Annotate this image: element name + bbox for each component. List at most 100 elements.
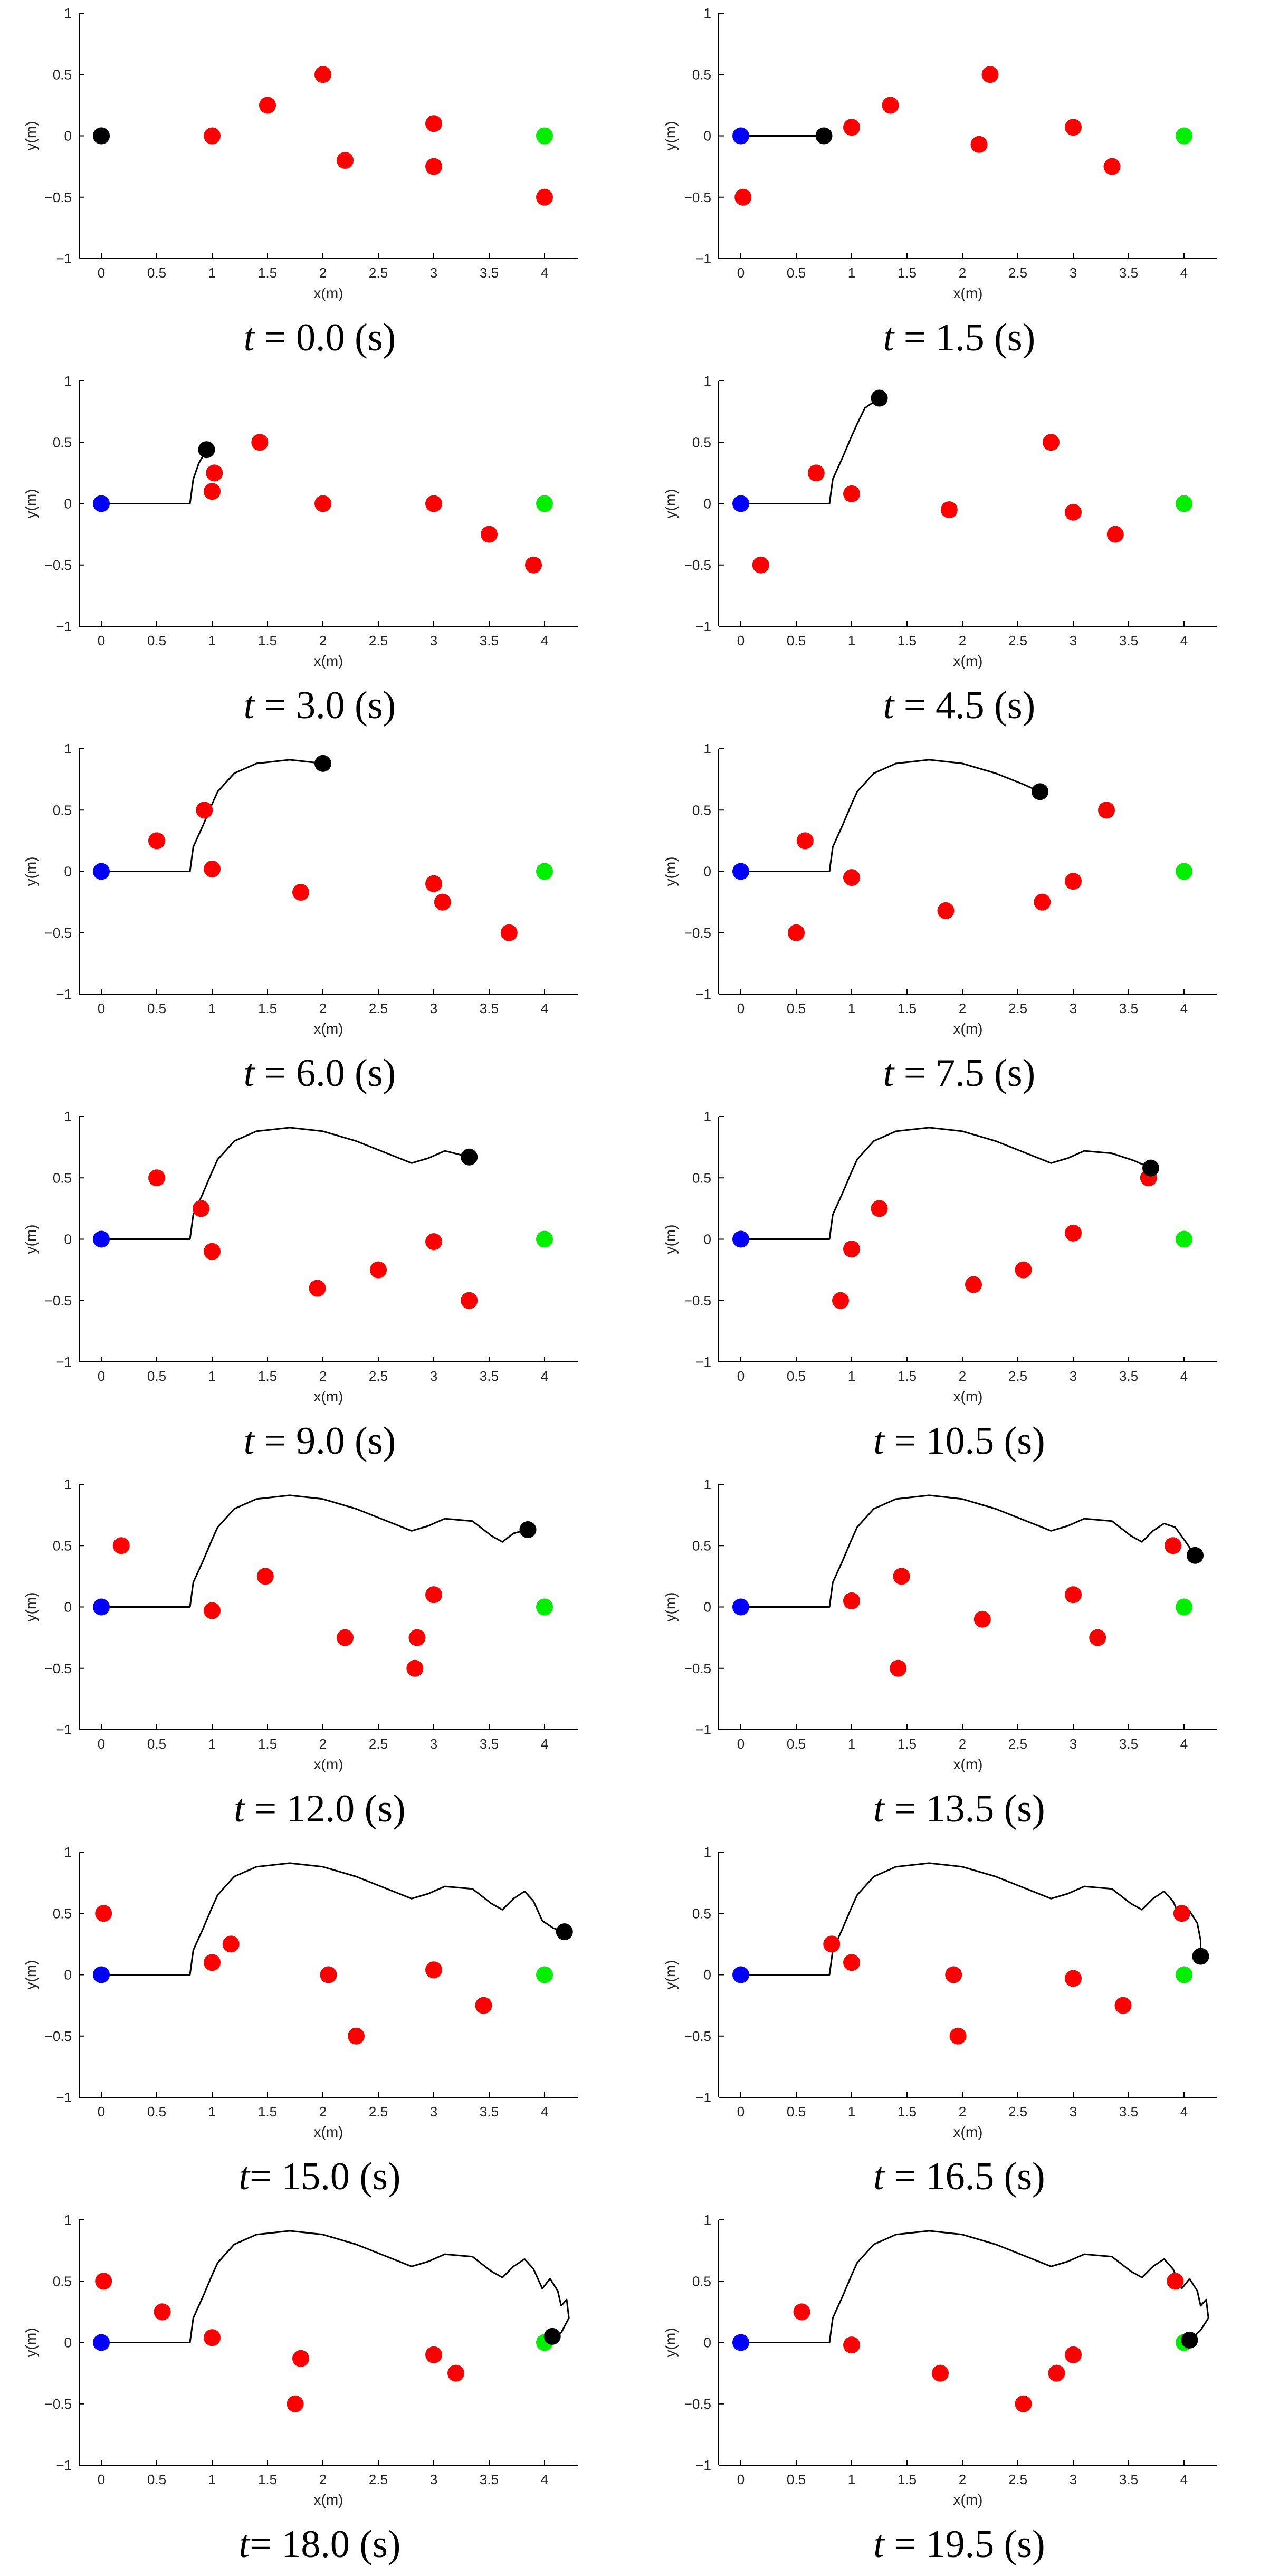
x-tick-label: 1 xyxy=(848,2472,855,2487)
robot-point xyxy=(1181,2331,1198,2349)
x-tick-label: 2.5 xyxy=(369,1368,388,1384)
x-tick-label: 0.5 xyxy=(787,2472,806,2487)
time-value: = 7.5 (s) xyxy=(894,1052,1036,1095)
x-tick-label: 2 xyxy=(959,633,966,648)
panel-3: 0 0.5 1 1.5 2 2.5 3 3.5 4 1 0.5 0 −0.5 −1 x(m) y(m) t = … xyxy=(640,368,1279,736)
x-tick-label: 0 xyxy=(737,265,745,281)
x-tick-label: 4 xyxy=(541,633,548,648)
time-variable: t xyxy=(238,2523,250,2566)
y-axis-label: y(m) xyxy=(23,489,39,519)
obstacle-point xyxy=(206,464,223,482)
time-caption: t= 18.0 (s) xyxy=(0,2522,640,2567)
obstacle-point xyxy=(945,1966,962,1983)
time-value: = 19.5 (s) xyxy=(884,2523,1045,2566)
robot-point xyxy=(198,441,215,459)
obstacle-point xyxy=(1015,2395,1032,2412)
x-tick-label: 4 xyxy=(541,265,548,281)
obstacle-point xyxy=(425,1233,442,1251)
y-tick-label: −1 xyxy=(56,2457,72,2473)
plot-svg: 0 0.5 1 1.5 2 2.5 3 3.5 4 1 0.5 0 −0.5 −1 x(m) y(m) xyxy=(23,373,578,669)
x-axis-label: x(m) xyxy=(953,285,983,301)
panel-12: 0 0.5 1 1.5 2 2.5 3 3.5 4 1 0.5 0 −0.5 −1 x(m) y(m) t= 1… xyxy=(0,2207,640,2574)
obstacle-point xyxy=(154,2303,171,2321)
panel-10: 0 0.5 1 1.5 2 2.5 3 3.5 4 1 0.5 0 −0.5 −1 x(m) y(m) t= 1… xyxy=(0,1839,640,2207)
x-tick-label: 3.5 xyxy=(1119,1000,1138,1016)
y-tick-label: 1 xyxy=(64,741,72,757)
time-variable: t xyxy=(873,2523,884,2566)
time-value: = 18.0 (s) xyxy=(250,2523,401,2566)
start-point xyxy=(93,495,110,512)
x-tick-label: 2 xyxy=(319,2472,327,2487)
x-tick-label: 2 xyxy=(959,1736,966,1752)
y-axis-label: y(m) xyxy=(23,121,39,151)
obstacle-point xyxy=(1065,1970,1082,1987)
obstacle-point xyxy=(251,434,269,451)
y-tick-label: 0.5 xyxy=(692,2273,711,2289)
y-tick-label: −0.5 xyxy=(45,2028,72,2044)
x-axis-label: x(m) xyxy=(953,1756,983,1772)
x-axis-label: x(m) xyxy=(314,653,343,669)
y-tick-label: −1 xyxy=(695,1354,711,1370)
time-caption: t = 3.0 (s) xyxy=(0,683,640,728)
obstacle-point xyxy=(937,902,955,919)
obstacle-point xyxy=(204,483,221,500)
obstacle-point xyxy=(536,188,553,206)
start-point xyxy=(732,1230,749,1248)
plot-svg: 0 0.5 1 1.5 2 2.5 3 3.5 4 1 0.5 0 −0.5 −1 x(m) y(m) xyxy=(23,741,578,1037)
x-tick-label: 3 xyxy=(430,1368,437,1384)
x-tick-label: 0 xyxy=(98,2472,105,2487)
x-tick-label: 1 xyxy=(208,265,216,281)
plot-svg: 0 0.5 1 1.5 2 2.5 3 3.5 4 1 0.5 0 −0.5 −1 x(m) y(m) xyxy=(23,1476,578,1772)
y-tick-label: 0 xyxy=(704,1232,711,1247)
obstacle-point xyxy=(370,1261,387,1279)
time-variable: t xyxy=(883,316,894,359)
y-tick-label: 0.5 xyxy=(692,1905,711,1921)
robot-point xyxy=(871,389,888,407)
obstacle-point xyxy=(204,860,221,877)
time-caption: t = 1.5 (s) xyxy=(640,316,1279,360)
obstacle-point xyxy=(793,2303,810,2321)
obstacle-point xyxy=(973,1610,991,1628)
start-point xyxy=(93,2334,110,2351)
time-value: = 6.0 (s) xyxy=(254,1052,396,1095)
time-value: = 10.5 (s) xyxy=(884,1419,1045,1463)
x-tick-label: 1.5 xyxy=(258,1368,277,1384)
goal-point xyxy=(1176,495,1192,512)
obstacle-point xyxy=(425,2346,442,2363)
plot-svg: 0 0.5 1 1.5 2 2.5 3 3.5 4 1 0.5 0 −0.5 −1 x(m) y(m) xyxy=(662,1109,1217,1405)
y-tick-label: −0.5 xyxy=(45,557,72,573)
y-tick-label: −1 xyxy=(695,2457,711,2473)
plot-svg: 0 0.5 1 1.5 2 2.5 3 3.5 4 1 0.5 0 −0.5 −1 x(m) y(m) xyxy=(23,1109,578,1405)
y-tick-label: 1 xyxy=(64,1476,72,1492)
y-axis-label: y(m) xyxy=(662,1225,679,1254)
obstacle-point xyxy=(408,1629,426,1646)
y-tick-label: 0 xyxy=(64,1967,72,1983)
x-tick-label: 1 xyxy=(848,2104,855,2120)
x-tick-label: 4 xyxy=(541,1368,548,1384)
x-tick-label: 1.5 xyxy=(898,265,917,281)
x-tick-label: 2 xyxy=(319,265,327,281)
obstacle-point xyxy=(871,1200,888,1217)
time-value: = 9.0 (s) xyxy=(254,1419,396,1463)
x-tick-label: 2.5 xyxy=(1008,1368,1027,1384)
y-axis-label: y(m) xyxy=(662,121,679,151)
y-tick-label: 0.5 xyxy=(692,434,711,450)
robot-point xyxy=(93,127,110,145)
goal-point xyxy=(536,127,553,145)
x-tick-label: 4 xyxy=(1180,1000,1188,1016)
plot-svg: 0 0.5 1 1.5 2 2.5 3 3.5 4 1 0.5 0 −0.5 −1 x(m) y(m) xyxy=(23,1844,578,2140)
y-tick-label: −0.5 xyxy=(684,2396,711,2412)
y-tick-label: 1 xyxy=(64,5,72,21)
obstacle-point xyxy=(425,495,442,512)
x-tick-label: 2 xyxy=(959,2104,966,2120)
x-tick-label: 3.5 xyxy=(1119,1736,1138,1752)
trajectory-line xyxy=(100,1862,566,1976)
obstacle-point xyxy=(204,1243,221,1260)
goal-point xyxy=(536,1966,553,1983)
obstacle-point xyxy=(1065,2346,1082,2363)
y-tick-label: 0 xyxy=(64,864,72,880)
x-tick-label: 2.5 xyxy=(1008,265,1027,281)
x-tick-label: 3 xyxy=(1070,265,1077,281)
panel-2: 0 0.5 1 1.5 2 2.5 3 3.5 4 1 0.5 0 −0.5 −1 x(m) y(m) t = … xyxy=(0,368,640,736)
time-value: = 0.0 (s) xyxy=(254,316,396,359)
